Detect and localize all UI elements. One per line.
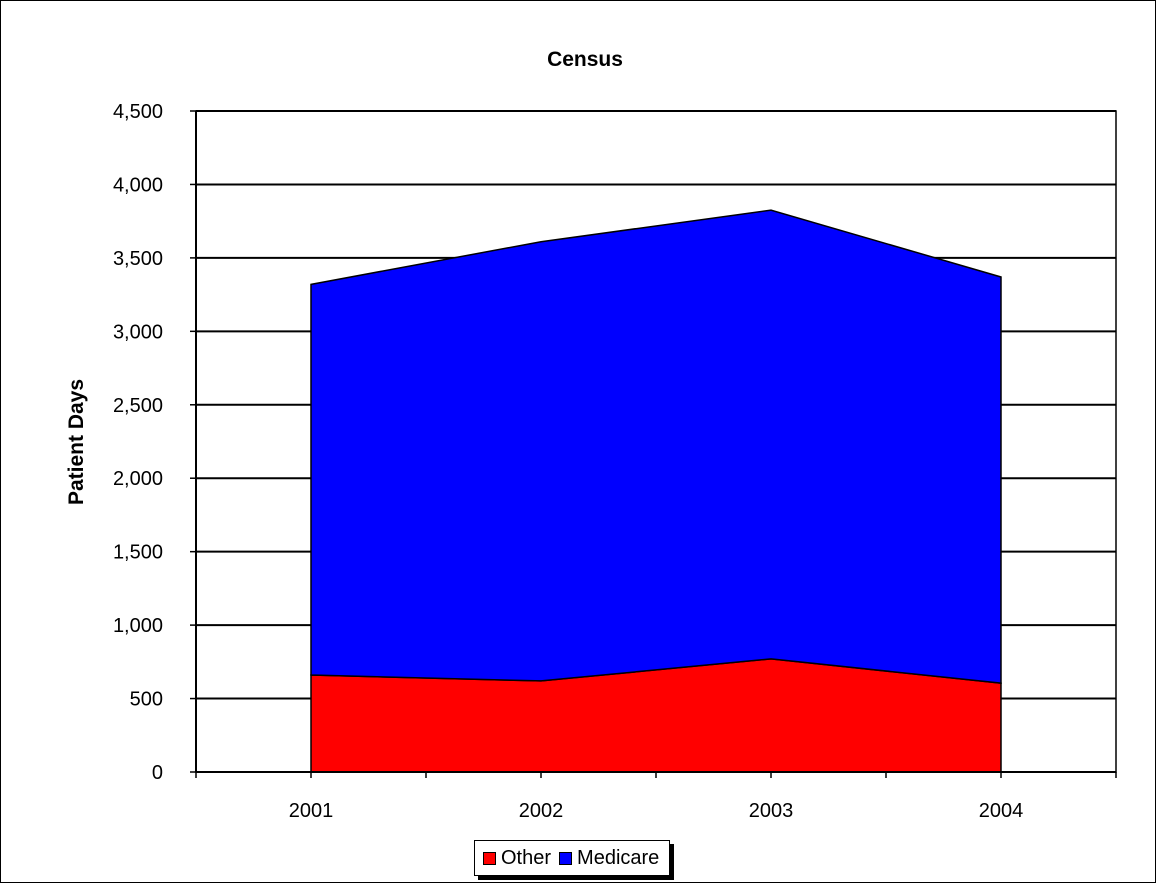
legend-label-other: Other xyxy=(501,846,552,869)
y-tick-label: 2,000 xyxy=(113,468,163,490)
y-tick-label: 3,500 xyxy=(113,248,163,270)
y-tick-label: 0 xyxy=(152,762,163,784)
x-tick-label: 2004 xyxy=(979,800,1024,822)
x-tick-label: 2001 xyxy=(289,800,334,822)
area-series xyxy=(310,209,1002,773)
y-tick-label: 4,500 xyxy=(113,101,163,123)
legend-item-medicare: Medicare xyxy=(559,847,659,870)
y-tick-label: 1,500 xyxy=(113,542,163,564)
x-tick-label: 2003 xyxy=(749,800,794,822)
y-tick-label: 4,000 xyxy=(113,174,163,196)
x-tick-label: 2002 xyxy=(519,800,564,822)
area-medicare xyxy=(310,209,1002,684)
legend: Other Medicare xyxy=(474,840,671,876)
legend-swatch-other xyxy=(483,851,496,865)
y-axis-label: Patient Days xyxy=(65,379,88,505)
legend-swatch-medicare xyxy=(559,851,573,865)
axes: 0 500 1,000 1,500 2,000 2,500 3,000 3,500 4,000 4… xyxy=(113,101,1117,822)
legend-label-medicare: Medicare xyxy=(577,846,660,869)
y-tick-label: 1,000 xyxy=(113,615,163,637)
y-tick-label: 2,500 xyxy=(113,395,163,417)
legend-item-other: Other xyxy=(483,847,551,870)
y-tick-label: 3,000 xyxy=(113,321,163,343)
chart-title: Census xyxy=(547,48,623,71)
y-tick-label: 500 xyxy=(130,689,163,711)
